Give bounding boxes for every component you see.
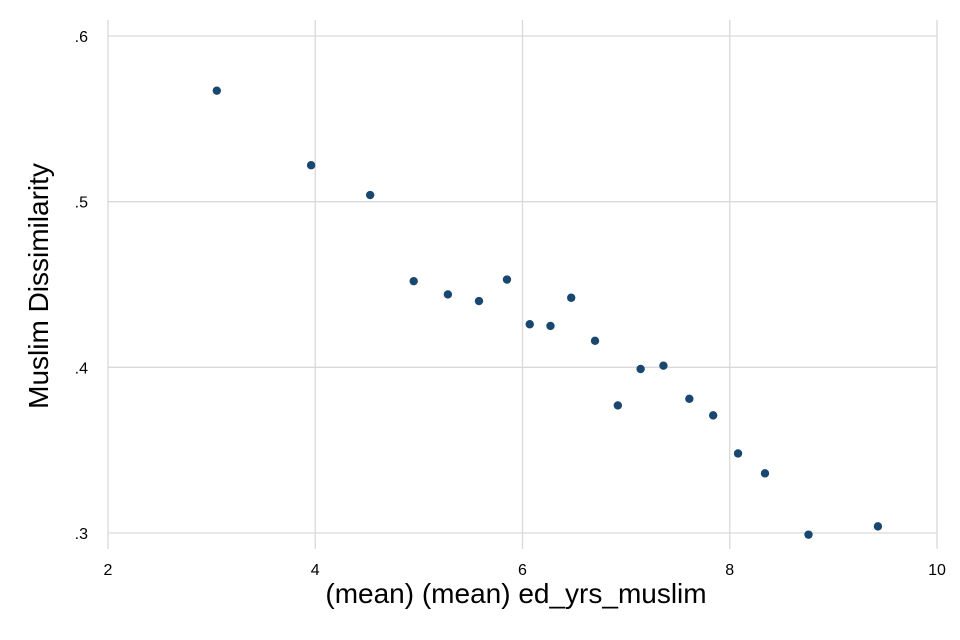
data-point	[613, 401, 623, 410]
data-point	[733, 449, 743, 458]
x-tick-label: 10	[928, 562, 946, 579]
data-point	[685, 394, 694, 404]
y-tick-label: .5	[75, 195, 88, 212]
data-point	[760, 469, 770, 478]
data-point	[659, 361, 668, 370]
y-tick-label: .3	[75, 526, 88, 543]
data-points	[212, 86, 883, 539]
y-axis-ticks: .3 .4 .5 .6	[75, 29, 88, 543]
data-point	[474, 296, 484, 306]
x-tick-label: 8	[725, 562, 734, 579]
y-tick-label: .6	[75, 29, 88, 46]
data-point	[546, 321, 555, 331]
data-point	[590, 336, 600, 346]
x-axis-ticks: 2 4 6 8 10	[104, 562, 946, 579]
data-point	[804, 530, 813, 539]
data-point	[306, 161, 316, 170]
data-point	[636, 364, 645, 374]
data-point	[502, 275, 512, 284]
x-tick-label: 2	[104, 562, 113, 579]
gridlines	[107, 20, 938, 549]
x-axis-title: (mean) (mean) ed_yrs_muslim	[325, 578, 706, 609]
x-tick-label: 4	[311, 562, 320, 579]
x-tick-label: 6	[518, 562, 527, 579]
data-point	[365, 190, 375, 200]
y-tick-label: .4	[75, 360, 88, 377]
data-point	[212, 86, 222, 95]
data-point	[708, 411, 718, 420]
data-point	[873, 522, 883, 531]
data-point	[567, 293, 576, 302]
y-axis-title: Muslim Dissimilarity	[23, 163, 54, 409]
data-point	[409, 276, 418, 286]
data-point	[525, 320, 534, 329]
data-point	[443, 290, 453, 299]
